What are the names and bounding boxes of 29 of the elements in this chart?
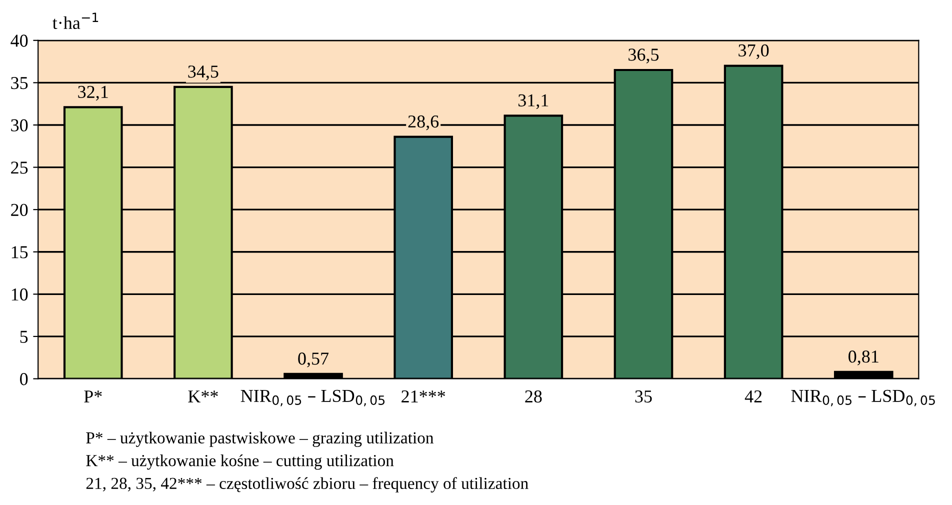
- x-tick-label: 28: [525, 390, 542, 403]
- y-tick-label: 5: [20, 330, 28, 343]
- y-tick-label: 15: [12, 246, 28, 258]
- x-tick-label: 42: [744, 390, 762, 402]
- data-label: 0,57: [298, 352, 329, 368]
- x-tick-label: P*: [84, 390, 102, 402]
- text: P* – użytkowanie pastwiskowe – grazing utilization: [86, 432, 434, 447]
- y-tick-label: 35: [11, 77, 28, 90]
- x-tick-label: 21***: [402, 390, 446, 402]
- x-tick-label: NIR$_{0,05}$ – LSD$_{0,05}$: [791, 390, 935, 406]
- x-tick-label: NIR$_{0,05}$ – LSD$_{0,05}$: [240, 390, 385, 406]
- y-tick-label: 20: [11, 204, 28, 216]
- y-tick-label: 10: [12, 288, 28, 301]
- x-tick-label: 35: [635, 390, 652, 403]
- data-label: 36,5: [628, 48, 659, 64]
- data-label: 32,1: [78, 86, 108, 101]
- data-label: 28,6: [408, 115, 439, 130]
- y-tick-label: 25: [11, 162, 28, 174]
- text: 21, 28, 35, 42*** – częstotliwość zbioru – frequency of utilization: [86, 477, 528, 492]
- x-tick-label: K**: [188, 390, 218, 402]
- data-label: 0,81: [848, 350, 878, 366]
- text: K** – użytkowanie kośne – cutting utilization: [86, 454, 394, 470]
- y-tick-label: 40: [10, 34, 28, 47]
- data-label: 37,0: [738, 44, 769, 60]
- y-axis-title: t·ha$^{−1}$: [52, 12, 98, 30]
- y-tick-label: 30: [11, 119, 28, 132]
- data-label: 34,5: [188, 66, 218, 80]
- y-tick-label: 0: [20, 373, 28, 386]
- data-label: 31,1: [518, 94, 548, 110]
